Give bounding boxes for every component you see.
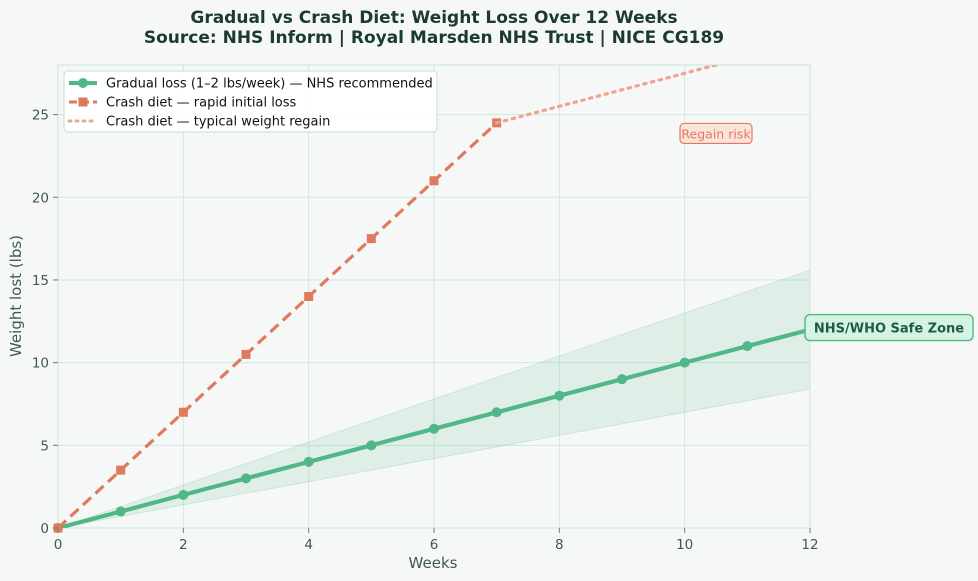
y-tick-label: 25 — [32, 108, 49, 124]
data-point-gradual — [303, 456, 314, 467]
data-point-gradual — [742, 341, 753, 352]
legend: Gradual loss (1–2 lbs/week) — NHS recomm… — [63, 70, 438, 133]
safe-zone-label: NHS/WHO Safe Zone — [814, 322, 964, 337]
data-point-crash — [178, 407, 188, 417]
x-tick-label: 10 — [676, 537, 693, 553]
data-point-gradual — [241, 473, 251, 484]
y-tick-label: 15 — [32, 273, 49, 289]
chart-title: Gradual vs Crash Diet: Weight Loss Over … — [190, 8, 677, 28]
x-tick-label: 0 — [54, 537, 63, 553]
y-tick-label: 10 — [32, 356, 49, 372]
x-tick-label: 8 — [555, 537, 564, 553]
legend-entry-label: Crash diet — typical weight regain — [106, 115, 330, 130]
safe-zone-box — [804, 313, 974, 342]
data-point-gradual — [178, 489, 189, 500]
legend-entry-label: Crash diet — rapid initial loss — [106, 96, 297, 111]
legend-marker-square — [78, 97, 88, 107]
y-axis-label: Weight lost (lbs) — [7, 235, 25, 357]
data-point-crash — [304, 292, 314, 301]
x-tick-label: 2 — [179, 537, 188, 553]
regain-risk-box — [679, 122, 753, 145]
data-point-gradual — [491, 407, 502, 418]
series-line-2 — [58, 121, 498, 528]
data-point-crash — [429, 176, 439, 186]
data-point-gradual — [366, 440, 377, 451]
legend-entry-label: Gradual loss (1–2 lbs/week) — NHS recomm… — [106, 77, 433, 92]
chart-subtitle: Source: NHS Inform | Royal Marsden NHS T… — [144, 28, 724, 48]
legend-marker-circle — [78, 78, 88, 88]
y-tick-label: 5 — [40, 438, 49, 454]
legend-frame — [63, 70, 438, 133]
data-point-gradual — [115, 506, 126, 517]
plot-area: 0 2 4 6 8 10 12 0 5 10 15 20 25 Regain risk NHS/WHO Sa… — [32, 64, 974, 553]
data-point-crash — [366, 234, 376, 244]
x-tick-label: 6 — [430, 537, 439, 553]
data-point-gradual — [617, 374, 627, 385]
data-point-gradual — [429, 423, 439, 434]
data-point-crash — [241, 349, 251, 359]
regain-risk-label: Regain risk — [681, 126, 751, 141]
y-tick-label: 20 — [32, 190, 49, 206]
data-point-crash — [116, 465, 126, 475]
x-tick-label: 12 — [801, 537, 818, 553]
y-tick-label: 0 — [40, 521, 49, 537]
data-point-gradual — [679, 357, 690, 368]
x-tick-label: 4 — [304, 537, 313, 553]
data-point-gradual — [554, 390, 565, 401]
series-line-3 — [495, 65, 723, 125]
x-axis-label: Weeks — [409, 554, 458, 572]
